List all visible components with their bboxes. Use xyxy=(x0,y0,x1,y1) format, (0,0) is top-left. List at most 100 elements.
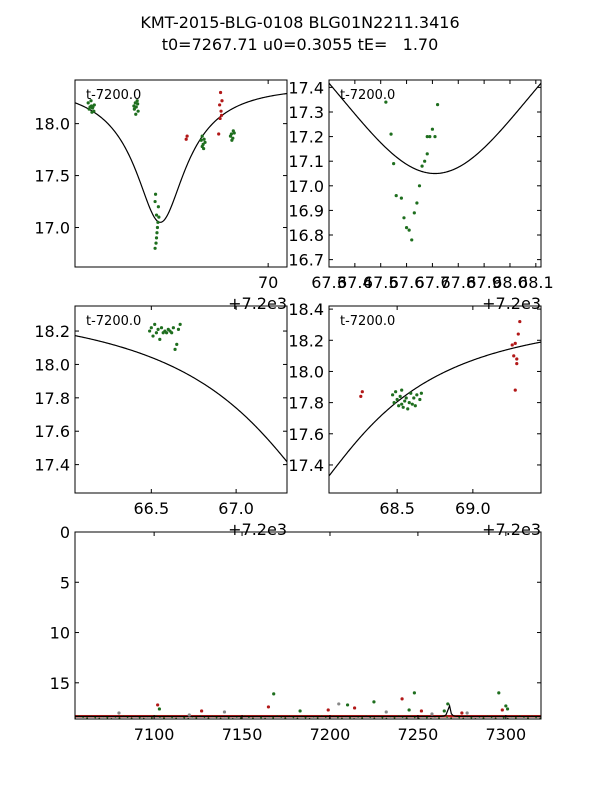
panel-1-data-point xyxy=(185,134,189,138)
panel-5-baseline-point xyxy=(316,717,319,719)
panel-5-data-point xyxy=(266,705,271,709)
panel-5-data-point xyxy=(430,712,434,716)
panel-1-frame xyxy=(74,79,288,268)
panel-5-data-point xyxy=(222,710,227,714)
panel-3-ytick-label: 18.0 xyxy=(34,355,70,374)
panel-4-data-point xyxy=(415,393,419,397)
panel-4-data-point xyxy=(400,388,404,392)
panel-5-data-point xyxy=(400,697,404,701)
panel-2-data-point xyxy=(435,103,440,107)
panel-4-data-point xyxy=(412,396,416,400)
panel-4-data-point xyxy=(398,394,402,398)
panel-5-model-curve xyxy=(75,703,541,718)
panel-5-data-point xyxy=(446,702,450,706)
panel-4-data-point xyxy=(513,341,517,345)
panel-1-data-point xyxy=(153,192,158,196)
panel-4-ytick-label: 17.4 xyxy=(288,456,324,475)
panel-5-data-point xyxy=(497,691,501,695)
panel-1-data-point xyxy=(217,132,221,136)
panel-1-data-point xyxy=(132,107,136,111)
panel-4: 68.5 69.0 17.4 17.6 17.8 18.0 18.2 18.4 t-7200.0… xyxy=(288,300,542,539)
panel-3-data-point xyxy=(170,331,174,335)
panel-2-ytick-label: 16.7 xyxy=(288,251,324,270)
panel-1-data-point xyxy=(219,113,224,117)
panel-2-data-point xyxy=(392,162,396,166)
panel-2-data-point xyxy=(428,134,432,139)
panel-1-data-point xyxy=(154,236,159,240)
panel-3-xtick-label: 66.5 xyxy=(134,499,170,518)
panel-1-data-point xyxy=(230,138,234,142)
panel-5-data-point xyxy=(465,711,469,715)
panel-1-data-point xyxy=(202,137,206,141)
panel-1-data-point xyxy=(184,137,188,141)
panel-4-ytick-label: 18.0 xyxy=(288,362,324,381)
panel-5-baseline-point xyxy=(304,716,307,719)
panel-1-data-point xyxy=(134,105,138,109)
panel-1-data-point xyxy=(157,215,161,219)
panel-5-data-point xyxy=(500,708,504,712)
panel-1-xtick-label: 70 xyxy=(258,273,278,292)
panel-1-data-point xyxy=(203,140,207,144)
panel-2-data-point xyxy=(394,194,398,198)
panel-4-data-point xyxy=(409,391,413,395)
panel-2-ytick-label: 17.4 xyxy=(288,78,324,97)
panel-2-data-point xyxy=(399,196,403,200)
panel-1-data-point xyxy=(135,99,139,103)
panel-4-data-point xyxy=(397,404,401,408)
panel-4-xtick-label: 69.0 xyxy=(455,499,491,518)
panel-4-data-point xyxy=(401,405,405,409)
panel-1-data-point xyxy=(229,132,234,136)
panel-5-data-point xyxy=(372,700,376,704)
panel-5-baseline-point xyxy=(272,716,275,719)
panel-1-data-point xyxy=(219,109,223,113)
panel-5-xtick-label: 7150 xyxy=(222,725,263,744)
panel-1-data-point xyxy=(154,213,159,217)
figure-title-line2: t0=7267.71 u0=0.3055 tE= 1.70 xyxy=(161,35,439,54)
panel-4-data-point xyxy=(418,397,422,402)
panel-5-data-point xyxy=(272,692,276,696)
panel-3-data-point xyxy=(158,337,162,341)
panel-5-baseline-point xyxy=(183,716,186,719)
panel-3-ytick-label: 17.8 xyxy=(34,389,70,408)
panel-5-data-point xyxy=(298,709,302,713)
panel-1-data-point xyxy=(90,110,94,114)
panel-1-data-point xyxy=(199,138,203,142)
panel-1-model-curve xyxy=(75,92,287,223)
panel-4-data-point xyxy=(391,393,395,397)
panel-3-xtick-label: 67.0 xyxy=(218,499,254,518)
panel-4-data-point xyxy=(407,401,411,405)
panel-5-xtick-label: 7100 xyxy=(134,725,175,744)
panel-4-ytick-label: 17.8 xyxy=(288,394,324,413)
panel-3-data-point xyxy=(159,326,164,330)
panel-1-data-point xyxy=(156,220,160,224)
panel-3-ytick-label: 17.6 xyxy=(34,422,70,441)
panel-3-data-point xyxy=(175,342,179,347)
panel-4-data-point xyxy=(394,390,398,394)
panel-2-frame xyxy=(328,79,542,268)
panel-1-data-point xyxy=(89,99,93,103)
panel-5-data-point xyxy=(353,706,357,710)
panel-2-data-point xyxy=(420,164,424,168)
panel-5-data-point xyxy=(505,707,510,711)
panel-1-data-point xyxy=(218,103,222,107)
panel-5-data-point xyxy=(442,709,446,713)
panel-4-data-point xyxy=(410,402,414,406)
panel-3-data-point xyxy=(173,347,177,352)
panel-3-frame xyxy=(74,305,288,494)
panel-5-data-point xyxy=(384,710,388,714)
panel-2-xtick-label: 67.9 xyxy=(466,273,502,292)
panel-5-data-point xyxy=(187,713,191,717)
panel-1-data-point xyxy=(91,105,95,109)
panel-1-data-point xyxy=(218,116,222,121)
panel-5-ytick-label: 15 xyxy=(50,674,70,693)
panel-2-inset-label: t-7200.0 xyxy=(340,88,395,103)
panel-5-baseline-point xyxy=(446,716,448,719)
panel-1-data-point xyxy=(231,129,235,133)
panel-1-data-point xyxy=(200,134,204,138)
panel-3-data-point xyxy=(164,331,169,335)
panel-2: 67.367.467.567.667.767.867.968.068.1 16.7… xyxy=(288,78,553,313)
panel-2-xtick-label: 67.3 xyxy=(311,273,347,292)
panel-2-xtick-label: 67.6 xyxy=(389,273,425,292)
panel-4-data-point xyxy=(404,396,408,400)
